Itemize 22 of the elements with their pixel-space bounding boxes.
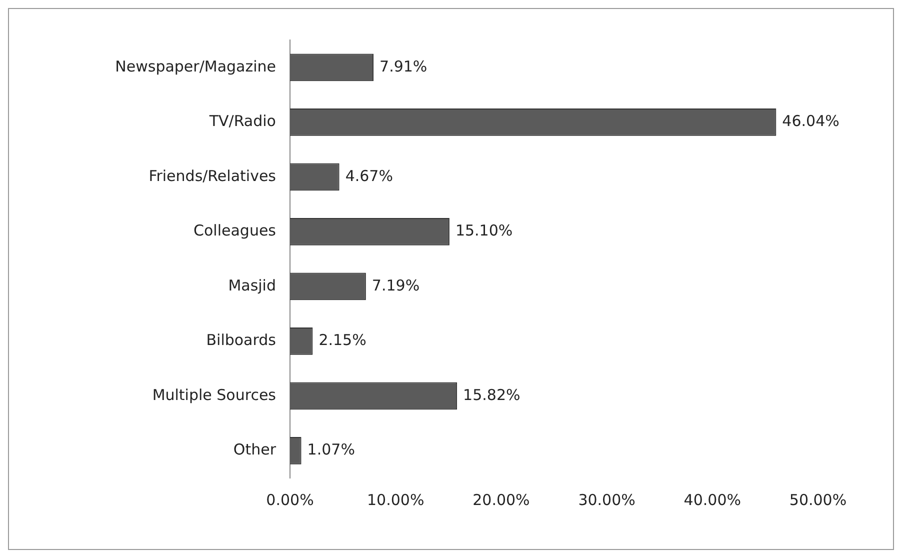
x-tick-label: 0.00% xyxy=(266,490,314,509)
data-label: 2.15% xyxy=(318,331,366,350)
data-label: 7.91% xyxy=(380,57,428,76)
data-label: 4.67% xyxy=(345,166,393,185)
x-tick-label: 10.00% xyxy=(367,490,424,509)
y-tick-label: Multiple Sources xyxy=(152,386,276,404)
data-label: 15.10% xyxy=(455,222,513,240)
y-tick-label: Other xyxy=(233,440,277,459)
y-tick-label: Friends/Relatives xyxy=(148,166,276,185)
x-tick-label: 40.00% xyxy=(684,490,741,509)
data-label: 15.82% xyxy=(463,386,520,404)
x-tick-label: 50.00% xyxy=(789,490,847,509)
y-tick-label: Masjid xyxy=(228,276,276,294)
data-label: 7.19% xyxy=(372,276,420,294)
x-tick-label: 30.00% xyxy=(578,490,636,509)
y-tick-label: Newspaper/Magazine xyxy=(115,57,276,76)
y-tick-label: TV/Radio xyxy=(208,112,276,130)
x-tick-label: 20.00% xyxy=(472,490,530,509)
data-label: 46.04% xyxy=(782,112,840,130)
data-label: 1.07% xyxy=(307,440,355,459)
y-tick-label: Bilboards xyxy=(206,331,276,350)
y-tick-label: Colleagues xyxy=(194,222,276,240)
